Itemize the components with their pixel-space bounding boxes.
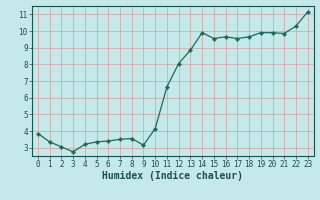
X-axis label: Humidex (Indice chaleur): Humidex (Indice chaleur) — [102, 171, 243, 181]
